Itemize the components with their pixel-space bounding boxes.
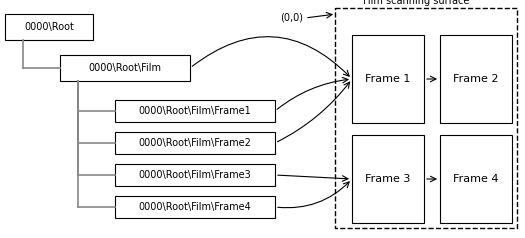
Text: Frame 1: Frame 1 bbox=[365, 74, 411, 84]
Bar bbox=[115, 100, 275, 122]
Text: 0000\Root\Film\Frame2: 0000\Root\Film\Frame2 bbox=[139, 138, 251, 148]
Text: 0000\Root\Film\Frame3: 0000\Root\Film\Frame3 bbox=[139, 170, 251, 180]
Bar bbox=[440, 35, 512, 123]
Bar bbox=[115, 196, 275, 218]
Text: Frame 4: Frame 4 bbox=[453, 174, 499, 184]
Text: 0000\Root\Film\Frame4: 0000\Root\Film\Frame4 bbox=[139, 202, 251, 212]
Text: Frame 2: Frame 2 bbox=[453, 74, 499, 84]
Bar bbox=[352, 135, 424, 223]
Bar bbox=[335, 8, 517, 228]
Text: 0000\Root\Film: 0000\Root\Film bbox=[89, 63, 162, 73]
Text: 0000\Root\Film\Frame1: 0000\Root\Film\Frame1 bbox=[139, 106, 251, 116]
Bar bbox=[115, 132, 275, 154]
Bar bbox=[5, 14, 93, 40]
Text: 0000\Root: 0000\Root bbox=[24, 22, 74, 32]
Bar bbox=[352, 35, 424, 123]
Bar bbox=[60, 55, 190, 81]
Text: Film scanning surface: Film scanning surface bbox=[363, 0, 469, 6]
Bar bbox=[440, 135, 512, 223]
Text: Frame 3: Frame 3 bbox=[365, 174, 411, 184]
Bar bbox=[115, 164, 275, 186]
Text: (0,0): (0,0) bbox=[280, 13, 303, 23]
